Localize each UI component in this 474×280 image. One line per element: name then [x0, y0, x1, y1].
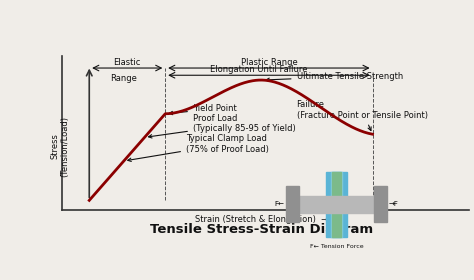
Text: Elastic: Elastic	[114, 58, 141, 67]
Text: →F: →F	[389, 201, 399, 207]
Bar	[286, 186, 299, 222]
Text: Tensile Stress-Strain Diagram: Tensile Stress-Strain Diagram	[150, 223, 374, 236]
Bar	[374, 186, 387, 222]
Bar	[332, 172, 341, 237]
Bar	[331, 172, 342, 237]
Bar	[326, 172, 347, 237]
Text: Range: Range	[110, 74, 137, 83]
Text: Yield Point: Yield Point	[169, 104, 237, 115]
Bar	[290, 196, 383, 213]
Text: Stress
(Tension/Load): Stress (Tension/Load)	[50, 116, 70, 177]
Text: Ultimate Tensile Strength: Ultimate Tensile Strength	[266, 72, 403, 81]
Text: Plastic Range: Plastic Range	[240, 58, 297, 67]
Text: F←: F←	[274, 201, 284, 207]
Text: Elongation Until Failure: Elongation Until Failure	[210, 65, 307, 74]
Text: Typical Clamp Load
(75% of Proof Load): Typical Clamp Load (75% of Proof Load)	[128, 134, 269, 162]
Text: F← Tension Force: F← Tension Force	[310, 244, 364, 249]
Text: Proof Load
(Typically 85-95 of Yield): Proof Load (Typically 85-95 of Yield)	[148, 114, 296, 138]
Text: Failure
(Fracture Point or Tensile Point): Failure (Fracture Point or Tensile Point…	[297, 100, 428, 130]
Text: Strain (Stretch & Elongation)  →: Strain (Stretch & Elongation) →	[195, 215, 328, 224]
